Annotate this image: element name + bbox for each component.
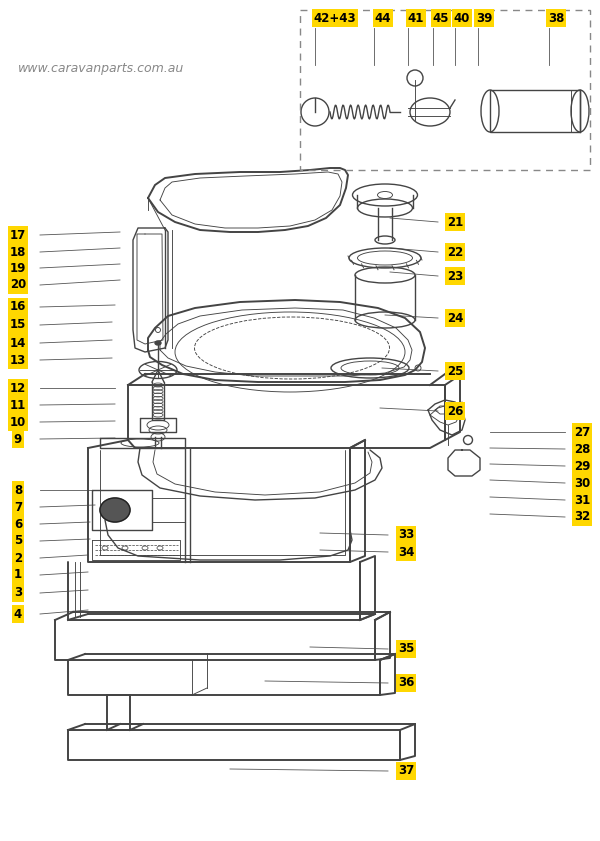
Text: 15: 15 [10,319,26,331]
Text: 2: 2 [14,552,22,564]
Text: 41: 41 [408,12,424,24]
Text: 45: 45 [433,12,449,24]
Text: 30: 30 [574,477,590,489]
Text: 23: 23 [447,269,463,283]
Text: 26: 26 [447,405,463,417]
Text: 19: 19 [10,262,26,274]
Text: 39: 39 [476,12,492,24]
Text: 7: 7 [14,500,22,514]
Text: 5: 5 [14,535,22,547]
Text: 31: 31 [574,494,590,506]
Text: 25: 25 [447,364,463,378]
Text: 18: 18 [10,246,26,258]
Text: 28: 28 [574,442,590,456]
Text: 11: 11 [10,399,26,411]
Text: 13: 13 [10,353,26,367]
Text: 21: 21 [447,215,463,229]
Text: www.caravanparts.com.au: www.caravanparts.com.au [18,61,184,75]
Text: 37: 37 [398,764,414,777]
Ellipse shape [155,341,161,345]
Text: 9: 9 [14,432,22,446]
Text: 36: 36 [398,676,414,690]
Text: 10: 10 [10,415,26,429]
Text: 29: 29 [574,459,590,473]
Text: 16: 16 [10,300,26,314]
Text: 1: 1 [14,569,22,581]
Text: 17: 17 [10,229,26,241]
Text: 4: 4 [14,607,22,621]
Text: 20: 20 [10,278,26,292]
Text: 33: 33 [398,528,414,542]
Text: 24: 24 [447,311,463,325]
Bar [300,10,590,170]
Text: 8: 8 [14,484,22,496]
Text: 22: 22 [447,246,463,258]
Text: 38: 38 [548,12,564,24]
Text: 14: 14 [10,336,26,350]
Text: 12: 12 [10,382,26,394]
Ellipse shape [100,498,130,522]
Bar [490,90,580,132]
Text: 3: 3 [14,586,22,600]
Text: 44: 44 [375,12,391,24]
Text: 27: 27 [574,426,590,438]
Text: 42+43: 42+43 [314,12,356,24]
Text: 34: 34 [398,546,414,558]
Text: 32: 32 [574,510,590,523]
Text: 6: 6 [14,517,22,531]
Text: 40: 40 [454,12,470,24]
Text: 35: 35 [398,643,414,655]
